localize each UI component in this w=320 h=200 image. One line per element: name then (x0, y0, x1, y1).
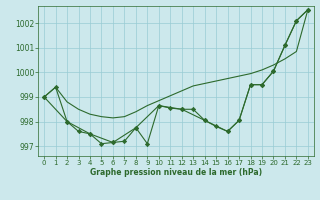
X-axis label: Graphe pression niveau de la mer (hPa): Graphe pression niveau de la mer (hPa) (90, 168, 262, 177)
